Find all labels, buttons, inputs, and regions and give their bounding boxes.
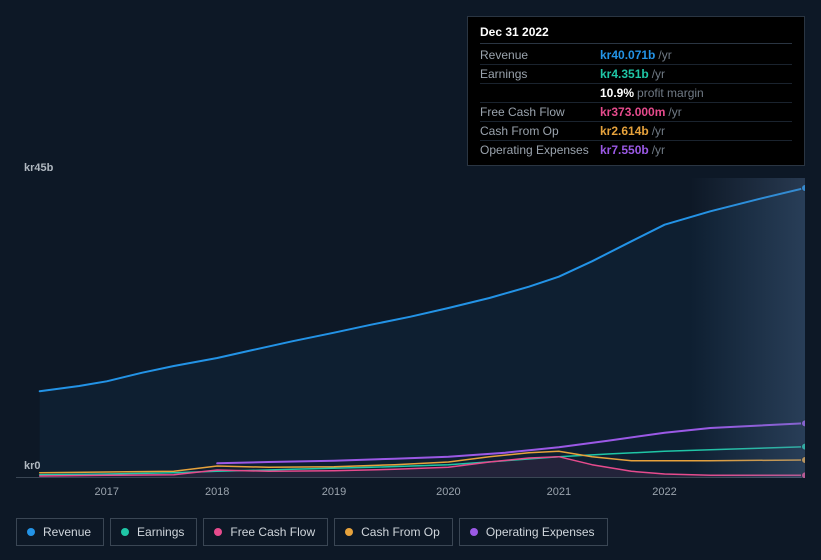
chart-legend: Revenue Earnings Free Cash Flow Cash From O… <box>16 518 608 546</box>
x-axis-tick: 2022 <box>652 486 676 498</box>
y-axis-max-label: kr45b <box>24 162 53 174</box>
tooltip-metric-value: kr2.614b <box>600 124 649 138</box>
tooltip-metric-unit: profit margin <box>637 86 704 100</box>
legend-item-earnings[interactable]: Earnings <box>110 518 197 546</box>
legend-swatch <box>121 528 129 536</box>
legend-item-cfo[interactable]: Cash From Op <box>334 518 453 546</box>
x-axis-tick: 2020 <box>436 486 460 498</box>
x-axis-tick: 2017 <box>94 486 118 498</box>
legend-label: Operating Expenses <box>486 525 595 539</box>
x-axis: 2017 2018 2019 2020 2021 2022 <box>16 486 805 506</box>
tooltip-metric-label: Operating Expenses <box>480 143 600 157</box>
legend-swatch <box>470 528 478 536</box>
chart-tooltip: Dec 31 2022 Revenuekr40.071b/yrEarningsk… <box>467 16 805 166</box>
tooltip-metric-value: kr4.351b <box>600 67 649 81</box>
legend-swatch <box>214 528 222 536</box>
tooltip-row: Earningskr4.351b/yr <box>480 65 792 84</box>
x-axis-tick: 2019 <box>322 486 346 498</box>
legend-swatch <box>27 528 35 536</box>
legend-label: Revenue <box>43 525 91 539</box>
tooltip-row: 10.9%profit margin <box>480 84 792 103</box>
tooltip-metric-label <box>480 86 600 100</box>
tooltip-metric-unit: /yr <box>668 105 681 119</box>
tooltip-metric-label: Cash From Op <box>480 124 600 138</box>
tooltip-metric-value: 10.9% <box>600 86 634 100</box>
tooltip-metric-label: Revenue <box>480 48 600 62</box>
tooltip-metric-label: Earnings <box>480 67 600 81</box>
legend-swatch <box>345 528 353 536</box>
tooltip-metric-unit: /yr <box>652 124 665 138</box>
legend-label: Cash From Op <box>361 525 440 539</box>
tooltip-row: Cash From Opkr2.614b/yr <box>480 122 792 141</box>
tooltip-metric-value: kr7.550b <box>600 143 649 157</box>
legend-label: Free Cash Flow <box>230 525 315 539</box>
tooltip-row: Free Cash Flowkr373.000m/yr <box>480 103 792 122</box>
tooltip-metric-label: Free Cash Flow <box>480 105 600 119</box>
legend-label: Earnings <box>137 525 184 539</box>
tooltip-metric-unit: /yr <box>652 67 665 81</box>
tooltip-date: Dec 31 2022 <box>480 25 792 44</box>
tooltip-metric-unit: /yr <box>652 143 665 157</box>
x-axis-tick: 2021 <box>547 486 571 498</box>
tooltip-metric-unit: /yr <box>658 48 671 62</box>
tooltip-metric-value: kr40.071b <box>600 48 655 62</box>
tooltip-row: Operating Expenseskr7.550b/yr <box>480 141 792 159</box>
chart-plot-area[interactable] <box>16 178 805 478</box>
tooltip-row: Revenuekr40.071b/yr <box>480 46 792 65</box>
legend-item-opex[interactable]: Operating Expenses <box>459 518 608 546</box>
x-axis-tick: 2018 <box>205 486 229 498</box>
legend-item-revenue[interactable]: Revenue <box>16 518 104 546</box>
tooltip-metric-value: kr373.000m <box>600 105 665 119</box>
legend-item-fcf[interactable]: Free Cash Flow <box>203 518 328 546</box>
